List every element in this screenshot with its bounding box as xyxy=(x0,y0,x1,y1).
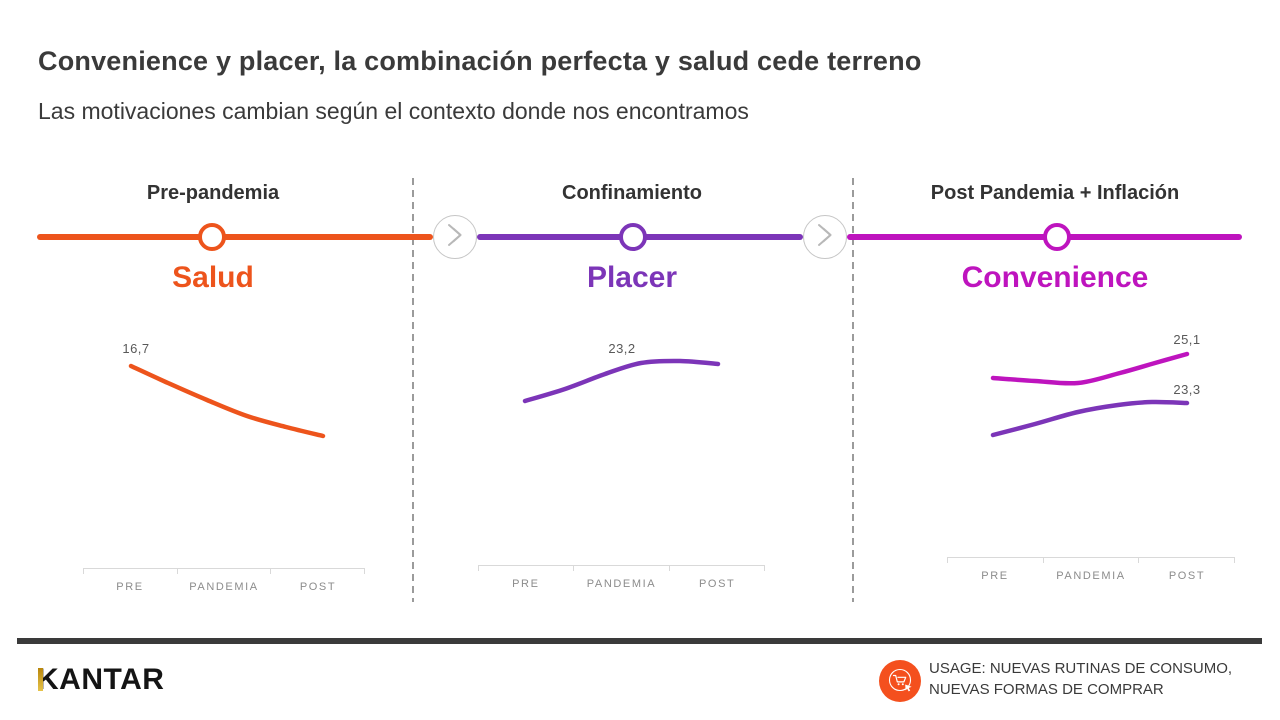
line-series-salud xyxy=(128,363,326,439)
phase-title-post-pandemia: Post Pandemia + Inflación xyxy=(930,182,1180,204)
motivation-label-placer: Placer xyxy=(586,261,678,294)
transition-circle-1 xyxy=(433,215,477,259)
value-label-placer-post: 23,3 xyxy=(1173,382,1201,397)
phase-title-pre-pandemia: Pre-pandemia xyxy=(146,182,280,204)
line-series-placer xyxy=(990,399,1190,438)
axis-label-post: POST xyxy=(299,581,337,593)
page-subtitle: Las motivaciones cambian según el contex… xyxy=(38,98,749,124)
value-label-salud-pre: 16,7 xyxy=(122,341,150,356)
usage-text: USAGE: NUEVAS RUTINAS DE CONSUMO, NUEVAS… xyxy=(929,658,1232,700)
motivation-label-convenience: Convenience xyxy=(961,261,1149,294)
footer-divider-bar xyxy=(17,638,1262,644)
x-axis-convenience: PRE PANDEMIA POST xyxy=(947,557,1236,582)
transition-circle-2 xyxy=(803,215,847,259)
axis-label-pre: PRE xyxy=(116,581,144,593)
usage-line-2: NUEVAS FORMAS DE COMPRAR xyxy=(929,681,1164,698)
axis-ticks xyxy=(478,565,765,571)
axis-label-pre: PRE xyxy=(981,570,1009,582)
axis-label-pandemia: PANDEMIA xyxy=(189,581,259,593)
timeline-segment-pre xyxy=(37,234,433,240)
phase-title-confinamiento: Confinamiento xyxy=(562,182,702,204)
usage-line-1: USAGE: NUEVAS RUTINAS DE CONSUMO, xyxy=(929,660,1233,677)
axis-ticks xyxy=(83,568,366,574)
dashed-divider-2 xyxy=(852,178,854,602)
timeline-marker-post xyxy=(1043,223,1071,251)
axis-label-post: POST xyxy=(1168,570,1206,582)
line-series-placer xyxy=(522,358,721,404)
motivation-label-salud: Salud xyxy=(172,261,254,294)
value-label-placer-pandemia: 23,2 xyxy=(608,341,636,356)
x-axis-placer: PRE PANDEMIA POST xyxy=(478,565,765,590)
timeline-marker-pre xyxy=(198,223,226,251)
dashed-divider-1 xyxy=(412,178,414,602)
page-title: Convenience y placer, la combinación per… xyxy=(38,46,922,76)
timeline-marker-confinamiento xyxy=(619,223,647,251)
chevron-right-icon xyxy=(433,213,477,262)
axis-label-post: POST xyxy=(699,578,736,590)
kantar-gold-mark xyxy=(38,668,43,691)
x-axis-salud: PRE PANDEMIA POST xyxy=(83,568,366,593)
line-series-convenience xyxy=(990,351,1190,386)
kantar-logo: KANTAR xyxy=(37,663,164,697)
axis-label-pandemia: PANDEMIA xyxy=(1056,570,1126,582)
shopping-cart-icon xyxy=(879,660,921,702)
kantar-logo-text: KANTAR xyxy=(37,663,165,696)
axis-label-pre: PRE xyxy=(512,578,540,590)
chevron-right-icon xyxy=(803,213,847,262)
axis-label-pandemia: PANDEMIA xyxy=(586,578,657,590)
axis-ticks xyxy=(947,557,1236,563)
value-label-convenience-post: 25,1 xyxy=(1173,332,1201,347)
